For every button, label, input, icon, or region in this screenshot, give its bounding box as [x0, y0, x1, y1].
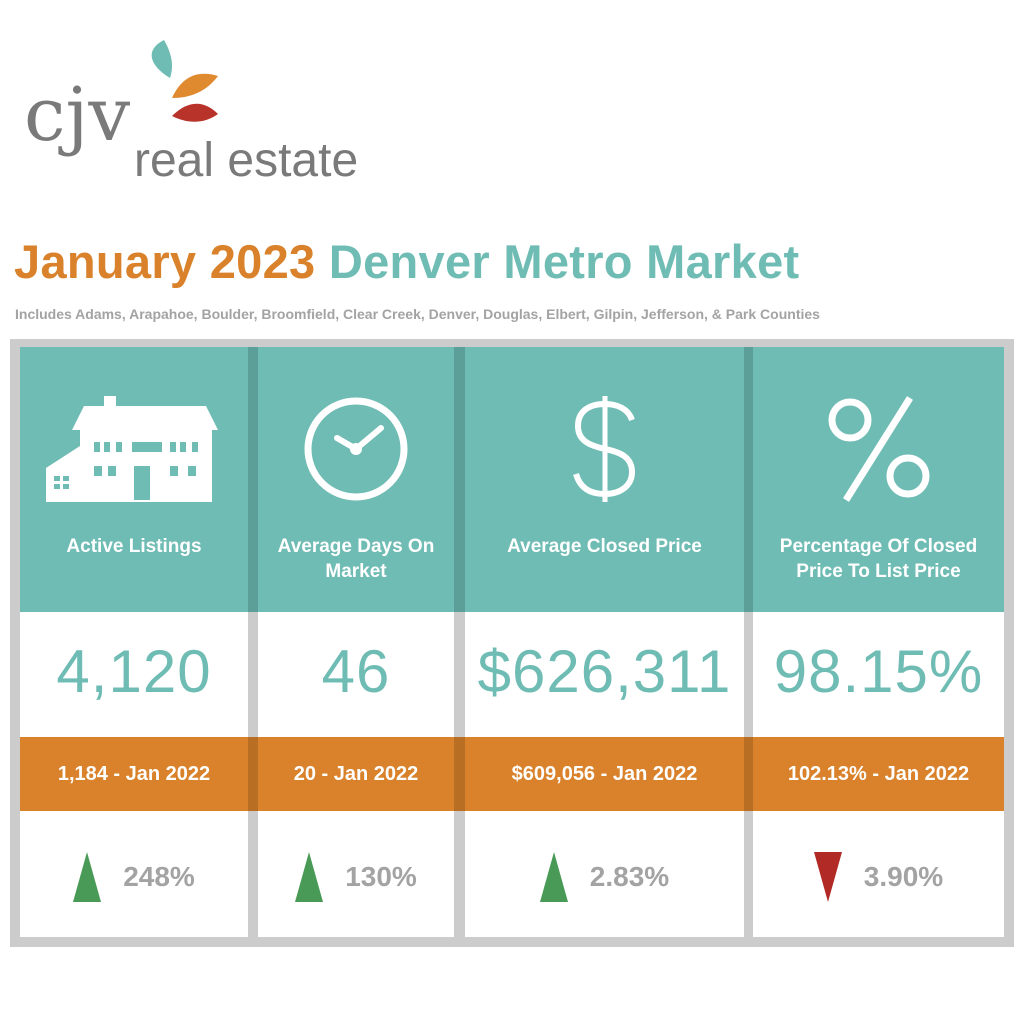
- metric-header: Percentage Of Closed Price To List Price: [753, 347, 1004, 612]
- previous-year-value: 102.13% - Jan 2022: [753, 737, 1004, 811]
- svg-text:real estate: real estate: [134, 134, 358, 186]
- up-triangle-icon: [295, 852, 324, 902]
- metric-label: Average Days On Market: [277, 536, 435, 582]
- metric-label: Average Closed Price: [507, 536, 702, 557]
- up-triangle-icon: [539, 852, 568, 902]
- cjv-logo-image: cjv real estate: [24, 40, 358, 186]
- page-title: January 2023 Denver Metro Market: [14, 234, 799, 289]
- metric-close-to-list-ratio: Percentage Of Closed Price To List Price…: [753, 347, 1004, 937]
- previous-year-value: 1,184 - Jan 2022: [20, 737, 248, 811]
- change-indicator: 2.83%: [465, 847, 744, 907]
- column-divider: [454, 737, 465, 811]
- down-triangle-icon: [813, 852, 842, 902]
- red-leaf: [172, 103, 218, 122]
- change-percent: 2.83%: [589, 861, 670, 892]
- metric-average-closed-price: Average Closed Price $626,311 $609,056 -…: [465, 347, 744, 937]
- change-indicator: 130%: [258, 847, 454, 907]
- up-triangle-icon: [73, 852, 102, 902]
- metric-value: 98.15%: [773, 638, 984, 705]
- metric-header: Average Days On Market: [258, 347, 454, 612]
- dollar-icon: [465, 389, 744, 509]
- previous-year-value: 20 - Jan 2022: [258, 737, 454, 811]
- previous-year-value: $609,056 - Jan 2022: [465, 737, 744, 811]
- metric-label: Percentage Of Closed Price To List Price: [779, 536, 978, 582]
- clock-icon: [258, 389, 454, 509]
- metric-active-listings: Active Listings 4,120 1,184 - Jan 2022 2…: [20, 347, 248, 937]
- column-divider: [744, 347, 753, 612]
- teal-leaf: [151, 40, 172, 78]
- metric-value: 46: [321, 638, 391, 705]
- orange-leaf: [172, 73, 218, 98]
- column-divider: [248, 737, 258, 811]
- change-percent: 3.90%: [863, 861, 944, 892]
- metric-days-on-market: Average Days On Market 46 20 - Jan 2022 …: [258, 347, 454, 937]
- company-logo: cjv real estate: [22, 36, 402, 186]
- percent-icon: [753, 389, 1004, 509]
- metric-label: Active Listings: [66, 536, 202, 557]
- change-percent: 248%: [123, 861, 195, 892]
- metric-value: $626,311: [477, 638, 732, 705]
- title-market: Denver Metro Market: [328, 235, 800, 288]
- title-month: January 2023: [14, 235, 316, 288]
- change-indicator: 248%: [20, 847, 248, 907]
- counties-subtitle: Includes Adams, Arapahoe, Boulder, Broom…: [15, 306, 820, 322]
- column-divider: [454, 347, 465, 612]
- house-icon: [20, 389, 248, 509]
- change-indicator: 3.90%: [753, 847, 1004, 907]
- column-divider: [744, 737, 753, 811]
- metric-header: Active Listings: [20, 347, 248, 612]
- change-percent: 130%: [345, 861, 417, 892]
- column-divider: [248, 347, 258, 612]
- svg-text:cjv: cjv: [24, 72, 130, 158]
- metric-value: 4,120: [56, 638, 212, 705]
- metric-header: Average Closed Price: [465, 347, 744, 612]
